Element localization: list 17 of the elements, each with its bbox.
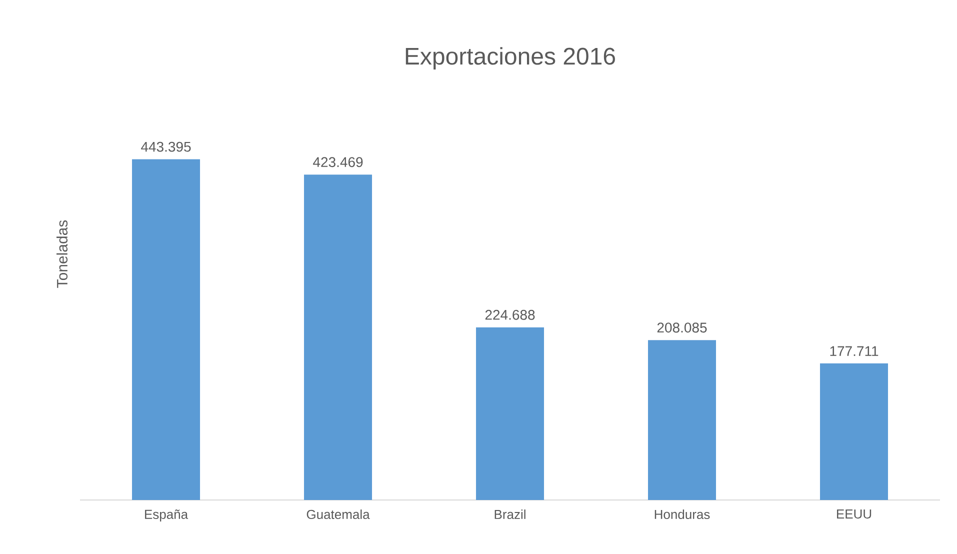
- bar: [648, 340, 716, 500]
- x-tick-label: EEUU: [837, 510, 872, 519]
- data-label: 423.469: [313, 157, 363, 168]
- bar: [132, 159, 200, 500]
- x-tick-label: Honduras: [654, 510, 710, 520]
- x-tick-label: Guatemala: [306, 510, 370, 520]
- bar: [476, 327, 544, 500]
- data-label: 208.085: [657, 322, 707, 333]
- chart-title: Exportaciones 2016: [406, 47, 615, 70]
- y-axis-title: Toneladas: [56, 220, 68, 288]
- x-tick-label: España: [145, 510, 188, 522]
- x-tick-label: Brazil: [494, 510, 526, 520]
- bar: [304, 174, 372, 500]
- data-label: 224.688: [485, 310, 535, 320]
- bar: [820, 363, 888, 500]
- data-label: 177.711: [830, 346, 878, 356]
- data-label: 443.395: [141, 142, 191, 152]
